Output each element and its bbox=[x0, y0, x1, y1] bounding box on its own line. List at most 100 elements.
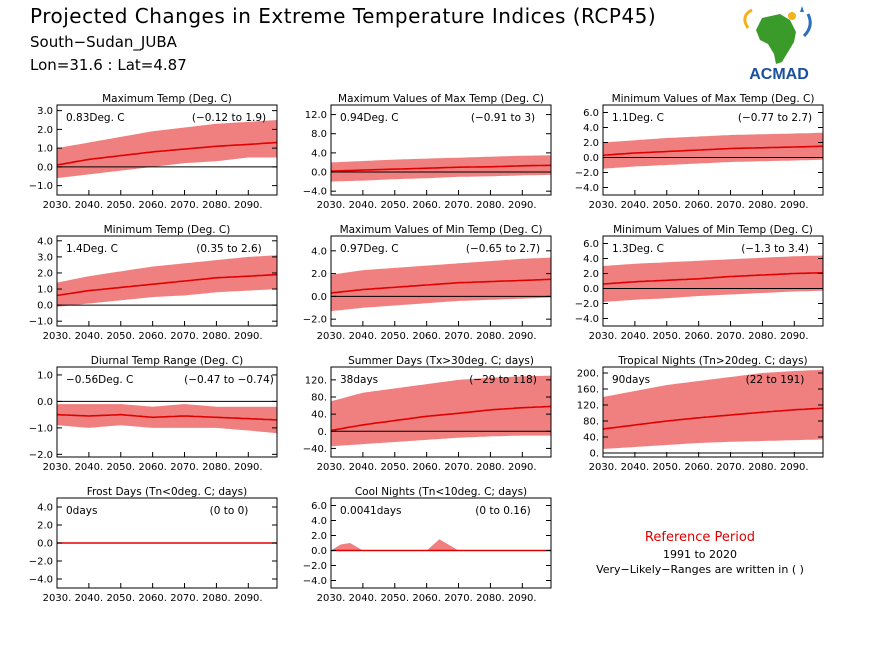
median-line bbox=[330, 164, 552, 172]
location-name: South−Sudan_JUBA bbox=[30, 33, 177, 51]
x-tick-label: 2070. bbox=[170, 331, 199, 342]
likely-range-value: (−0.77 to 2.7) bbox=[738, 112, 812, 124]
chart-panel-9: −4.0 −2.0 0.0 2.0 4.0 2030. 2040. 2050. 2060. 207… bbox=[29, 486, 278, 604]
x-tick-label: 2080. bbox=[202, 200, 231, 211]
likely-range-value: (22 to 191) bbox=[746, 374, 805, 386]
y-tick-label: 40. bbox=[311, 410, 327, 421]
plot-frame bbox=[56, 235, 278, 327]
x-tick-label: 2090. bbox=[234, 200, 263, 211]
median-line bbox=[602, 145, 823, 157]
range-band bbox=[331, 539, 551, 551]
x-tick-label: 2080. bbox=[202, 593, 231, 604]
chart-title: Minimum Temp (Deg. C) bbox=[104, 224, 231, 236]
y-tick-label: 1.0 bbox=[37, 370, 53, 381]
chart-panel-0: −1.0 0.0 1.0 2.0 3.0 2030. 2040. 2050. 2060. 2070… bbox=[29, 93, 278, 211]
x-tick-label: 2050. bbox=[652, 200, 681, 211]
x-tick-label: 2090. bbox=[508, 593, 537, 604]
y-tick-label: 4.0 bbox=[311, 148, 327, 159]
x-tick-label: 2060. bbox=[684, 200, 713, 211]
y-tick-label: 80. bbox=[311, 393, 327, 404]
plot-frame bbox=[330, 366, 552, 458]
x-tick-label: 2070. bbox=[716, 462, 745, 473]
chart-panel-1: −4.0 0.0 4.0 8.0 12.0 2030. 2040. 2050. 2060. 207… bbox=[303, 93, 552, 211]
x-tick-label: 2090. bbox=[234, 462, 263, 473]
y-tick-label: −2.0 bbox=[303, 315, 327, 326]
y-tick-label: −40. bbox=[303, 444, 327, 455]
y-tick-label: −2.0 bbox=[303, 561, 327, 572]
x-tick-label: 2030. bbox=[589, 200, 618, 211]
plot-frame bbox=[330, 104, 552, 196]
chart-title: Cool Nights (Tn<10deg. C; days) bbox=[355, 486, 527, 498]
x-tick-label: 2050. bbox=[106, 200, 135, 211]
location-coordinates: Lon=31.6 : Lat=4.87 bbox=[30, 56, 187, 74]
chart-panel-8: 0. 40. 80. 120. 160. 200. 2030. 2040. 2050. 2060.… bbox=[577, 355, 824, 473]
chart-panel-2: −4.0 −2.0 0.0 2.0 4.0 6.0 2030. 2040. 2050. 2060.… bbox=[575, 93, 824, 211]
x-tick-label: 2080. bbox=[476, 462, 505, 473]
x-tick-label: 2060. bbox=[138, 200, 167, 211]
y-tick-label: 2.0 bbox=[583, 269, 599, 280]
plot-frame bbox=[602, 366, 824, 458]
y-tick-label: 4.0 bbox=[583, 254, 599, 265]
median-line bbox=[330, 405, 552, 432]
x-tick-label: 2090. bbox=[780, 331, 809, 342]
x-tick-label: 2040. bbox=[75, 462, 104, 473]
acmad-logo: ACMAD bbox=[743, 6, 812, 83]
likely-range-value: (0.35 to 2.6) bbox=[196, 243, 262, 255]
x-tick-label: 2040. bbox=[75, 200, 104, 211]
plot-frame bbox=[602, 235, 824, 327]
y-tick-label: −2.0 bbox=[575, 299, 599, 310]
chart-panel-7: −40. 0. 40. 80. 120. 2030. 2040. 2050. 2060. 2070… bbox=[303, 355, 552, 473]
median-line bbox=[56, 273, 278, 297]
x-tick-label: 2040. bbox=[75, 593, 104, 604]
y-tick-label: 0.0 bbox=[37, 162, 53, 173]
x-tick-label: 2030. bbox=[589, 331, 618, 342]
y-tick-label: 4.0 bbox=[37, 503, 53, 514]
y-tick-label: −2.0 bbox=[575, 168, 599, 179]
y-tick-label: 160. bbox=[577, 385, 599, 396]
y-tick-label: 80. bbox=[583, 417, 599, 428]
x-tick-label: 2050. bbox=[380, 200, 409, 211]
y-tick-label: 0.0 bbox=[311, 546, 327, 557]
x-tick-label: 2090. bbox=[508, 200, 537, 211]
likely-range-value: (−0.65 to 2.7) bbox=[466, 243, 540, 255]
range-band bbox=[57, 120, 277, 179]
x-tick-label: 2080. bbox=[748, 200, 777, 211]
plot-frame bbox=[56, 104, 278, 196]
mean-change-value: 0.0041days bbox=[340, 505, 402, 517]
x-tick-label: 2030. bbox=[589, 462, 618, 473]
x-tick-label: 2080. bbox=[748, 331, 777, 342]
y-tick-label: 4.0 bbox=[37, 236, 53, 247]
x-tick-label: 2040. bbox=[349, 200, 378, 211]
x-tick-label: 2070. bbox=[170, 462, 199, 473]
plot-frame bbox=[330, 235, 552, 327]
y-tick-label: −4.0 bbox=[303, 576, 327, 587]
x-tick-label: 2030. bbox=[317, 593, 346, 604]
x-tick-label: 2050. bbox=[106, 331, 135, 342]
y-tick-label: −2.0 bbox=[29, 557, 53, 568]
y-tick-label: 1.0 bbox=[37, 285, 53, 296]
y-tick-label: 6.0 bbox=[311, 501, 327, 512]
chart-title: Maximum Values of Max Temp (Deg. C) bbox=[338, 93, 544, 105]
y-tick-label: 3.0 bbox=[37, 252, 53, 263]
africa-map-icon bbox=[743, 6, 812, 64]
median-line bbox=[602, 272, 823, 285]
x-tick-label: 2050. bbox=[380, 593, 409, 604]
x-tick-label: 2090. bbox=[508, 462, 537, 473]
y-tick-label: 4.0 bbox=[311, 516, 327, 527]
x-tick-label: 2060. bbox=[412, 462, 441, 473]
x-tick-label: 2060. bbox=[412, 593, 441, 604]
plot-frame bbox=[330, 497, 552, 589]
x-tick-label: 2060. bbox=[684, 331, 713, 342]
x-tick-label: 2070. bbox=[444, 593, 473, 604]
x-tick-label: 2060. bbox=[138, 462, 167, 473]
mean-change-value: 38days bbox=[340, 374, 378, 386]
x-tick-label: 2090. bbox=[780, 200, 809, 211]
x-tick-label: 2080. bbox=[202, 462, 231, 473]
mean-change-value: −0.56Deg. C bbox=[66, 374, 133, 386]
chart-title: Summer Days (Tx>30deg. C; days) bbox=[348, 355, 534, 367]
y-tick-label: 2.0 bbox=[37, 521, 53, 532]
logo-text: ACMAD bbox=[749, 66, 809, 83]
x-tick-label: 2080. bbox=[202, 331, 231, 342]
